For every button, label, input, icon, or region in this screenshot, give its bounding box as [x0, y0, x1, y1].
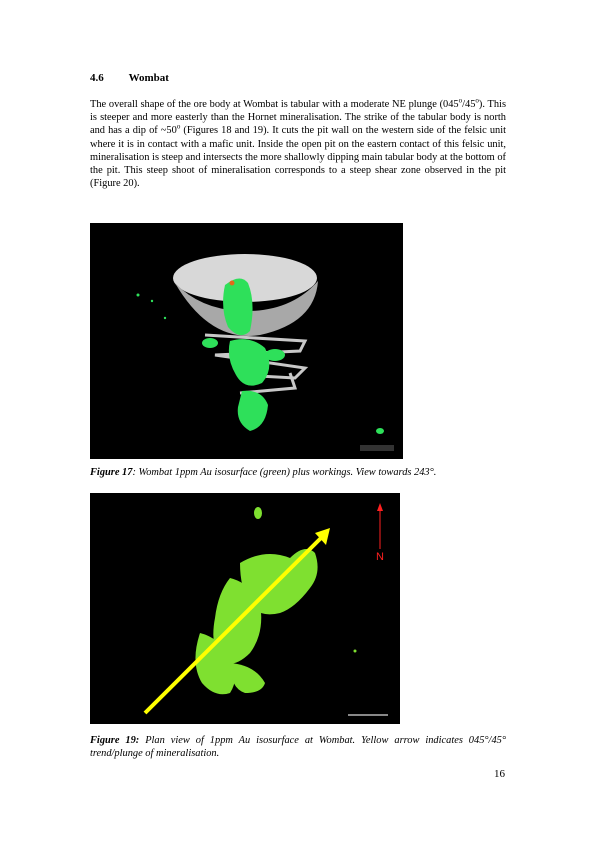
- figure-17-image: [90, 223, 403, 459]
- figure-19-caption: Figure 19: Plan view of 1ppm Au isosurfa…: [90, 735, 506, 760]
- pit-shell: [173, 254, 317, 302]
- trend-arrow-line: [143, 535, 324, 715]
- body-paragraph: The overall shape of the ore body at Wom…: [90, 96, 506, 190]
- figure-19-graphic: N: [143, 503, 388, 716]
- figure-17-graphic: [136, 254, 394, 451]
- north-arrow-head: [377, 503, 383, 511]
- scale-box: [360, 445, 394, 451]
- section-title: Wombat: [128, 72, 169, 84]
- workings-ramp: [204, 333, 309, 395]
- orange-marker: [229, 280, 235, 286]
- ore-body-plan: [195, 507, 357, 695]
- section-number: 4.6: [90, 72, 104, 84]
- figure-17-caption: Figure 17: Wombat 1ppm Au isosurface (gr…: [90, 467, 437, 478]
- page-number: 16: [494, 768, 505, 780]
- section-heading: 4.6 Wombat: [90, 72, 169, 84]
- pit-shell-lower: [175, 281, 318, 336]
- scale-bar: [348, 714, 388, 716]
- north-label: N: [376, 551, 384, 563]
- trend-arrow-head: [315, 528, 330, 545]
- ore-body: [136, 278, 384, 434]
- figure-19-image: N: [90, 493, 400, 724]
